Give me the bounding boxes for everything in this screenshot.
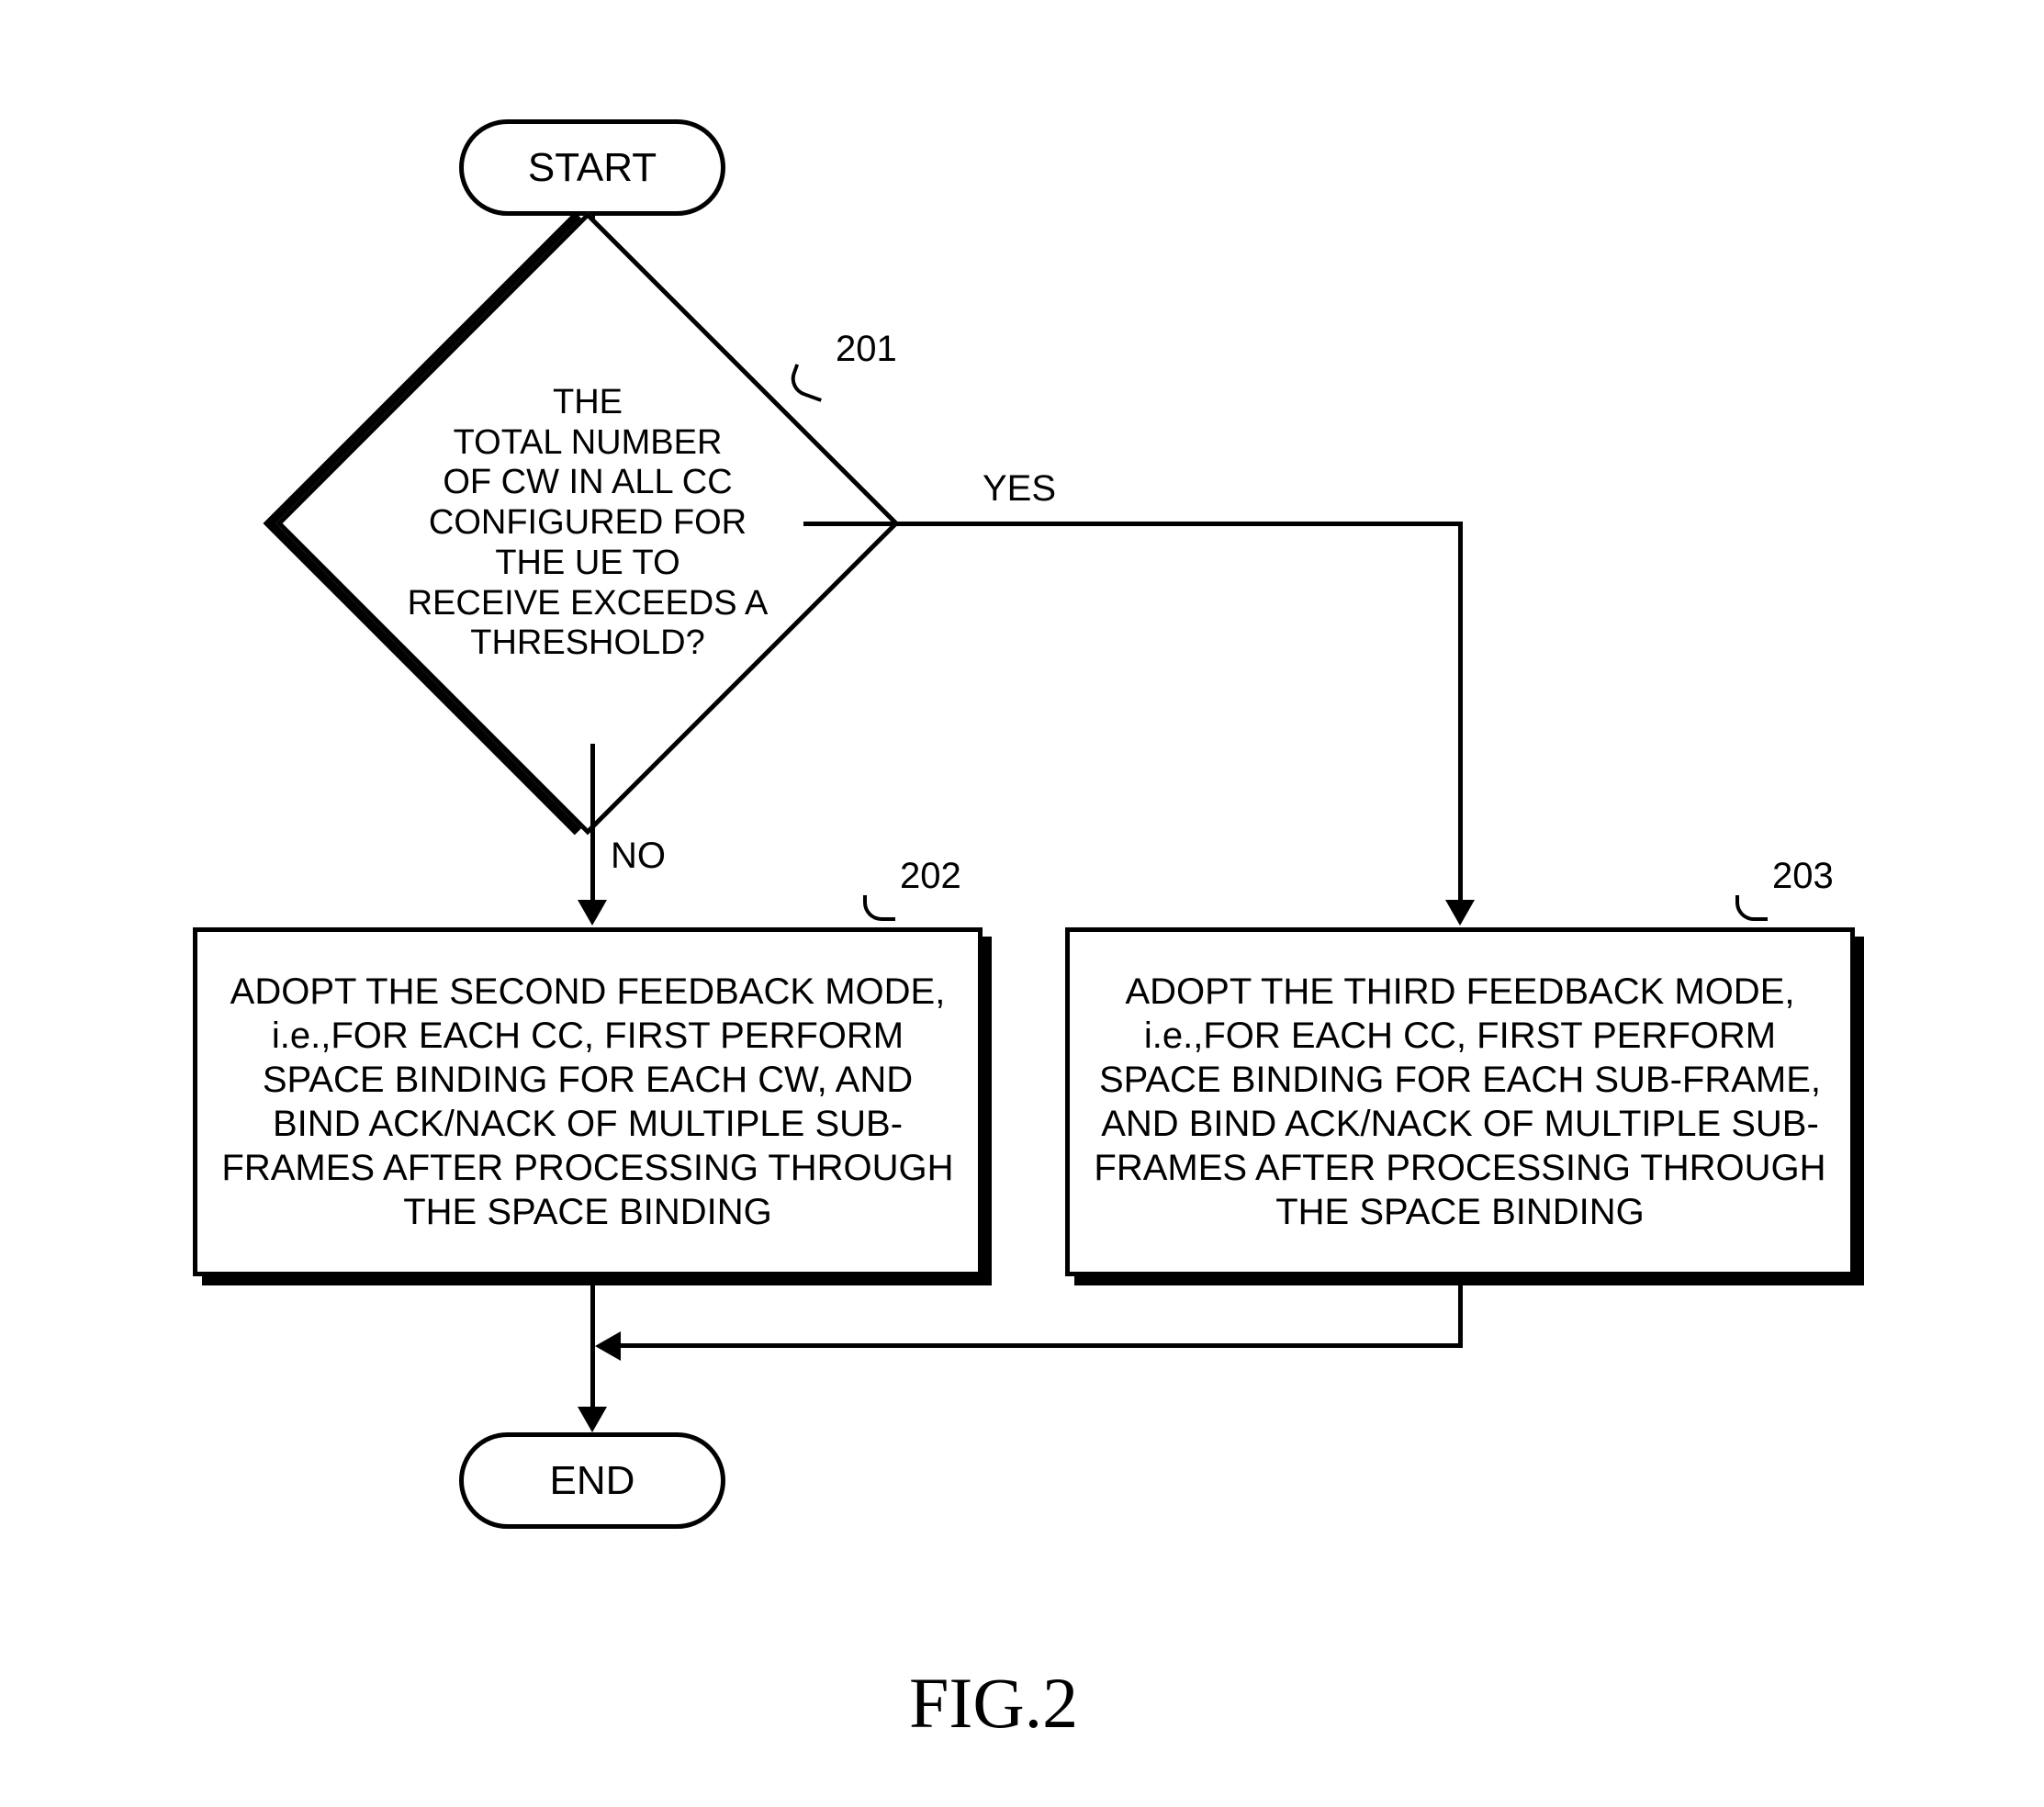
edge-no-v xyxy=(590,744,595,909)
process-no: ADOPT THE SECOND FEEDBACK MODE, i.e.,FOR… xyxy=(193,927,983,1276)
edge-yes-down xyxy=(1458,1285,1463,1348)
start-label: START xyxy=(528,145,657,191)
end-label: END xyxy=(550,1458,635,1504)
flowchart-canvas: START THETOTAL NUMBEROF CW IN ALL CCCONF… xyxy=(37,37,2007,1770)
figure-caption: FIG.2 xyxy=(909,1662,1078,1745)
edge-yes-v xyxy=(1458,522,1463,907)
ref-201: 201 xyxy=(836,329,897,370)
process-no-label: ADOPT THE SECOND FEEDBACK MODE, i.e.,FOR… xyxy=(220,970,955,1234)
ref-203: 203 xyxy=(1772,856,1834,897)
end-node: END xyxy=(459,1432,725,1529)
arrow-no xyxy=(578,900,607,926)
process-yes: ADOPT THE THIRD FEEDBACK MODE, i.e.,FOR … xyxy=(1065,927,1855,1276)
leader-203 xyxy=(1735,895,1768,921)
ref-202: 202 xyxy=(900,856,961,897)
leader-202 xyxy=(863,895,895,921)
process-yes-label: ADOPT THE THIRD FEEDBACK MODE, i.e.,FOR … xyxy=(1093,970,1827,1234)
arrow-end xyxy=(578,1407,607,1432)
edge-yes-merge-h xyxy=(620,1343,1463,1348)
start-node: START xyxy=(459,119,725,216)
arrow-yes xyxy=(1445,900,1475,926)
decision-label: THETOTAL NUMBEROF CW IN ALL CCCONFIGURED… xyxy=(367,303,808,744)
decision-node: THETOTAL NUMBEROF CW IN ALL CCCONFIGURED… xyxy=(367,303,808,744)
yes-label: YES xyxy=(983,468,1056,510)
edge-yes-h xyxy=(803,522,1458,526)
no-label: NO xyxy=(611,836,666,877)
arrow-merge xyxy=(595,1331,621,1361)
